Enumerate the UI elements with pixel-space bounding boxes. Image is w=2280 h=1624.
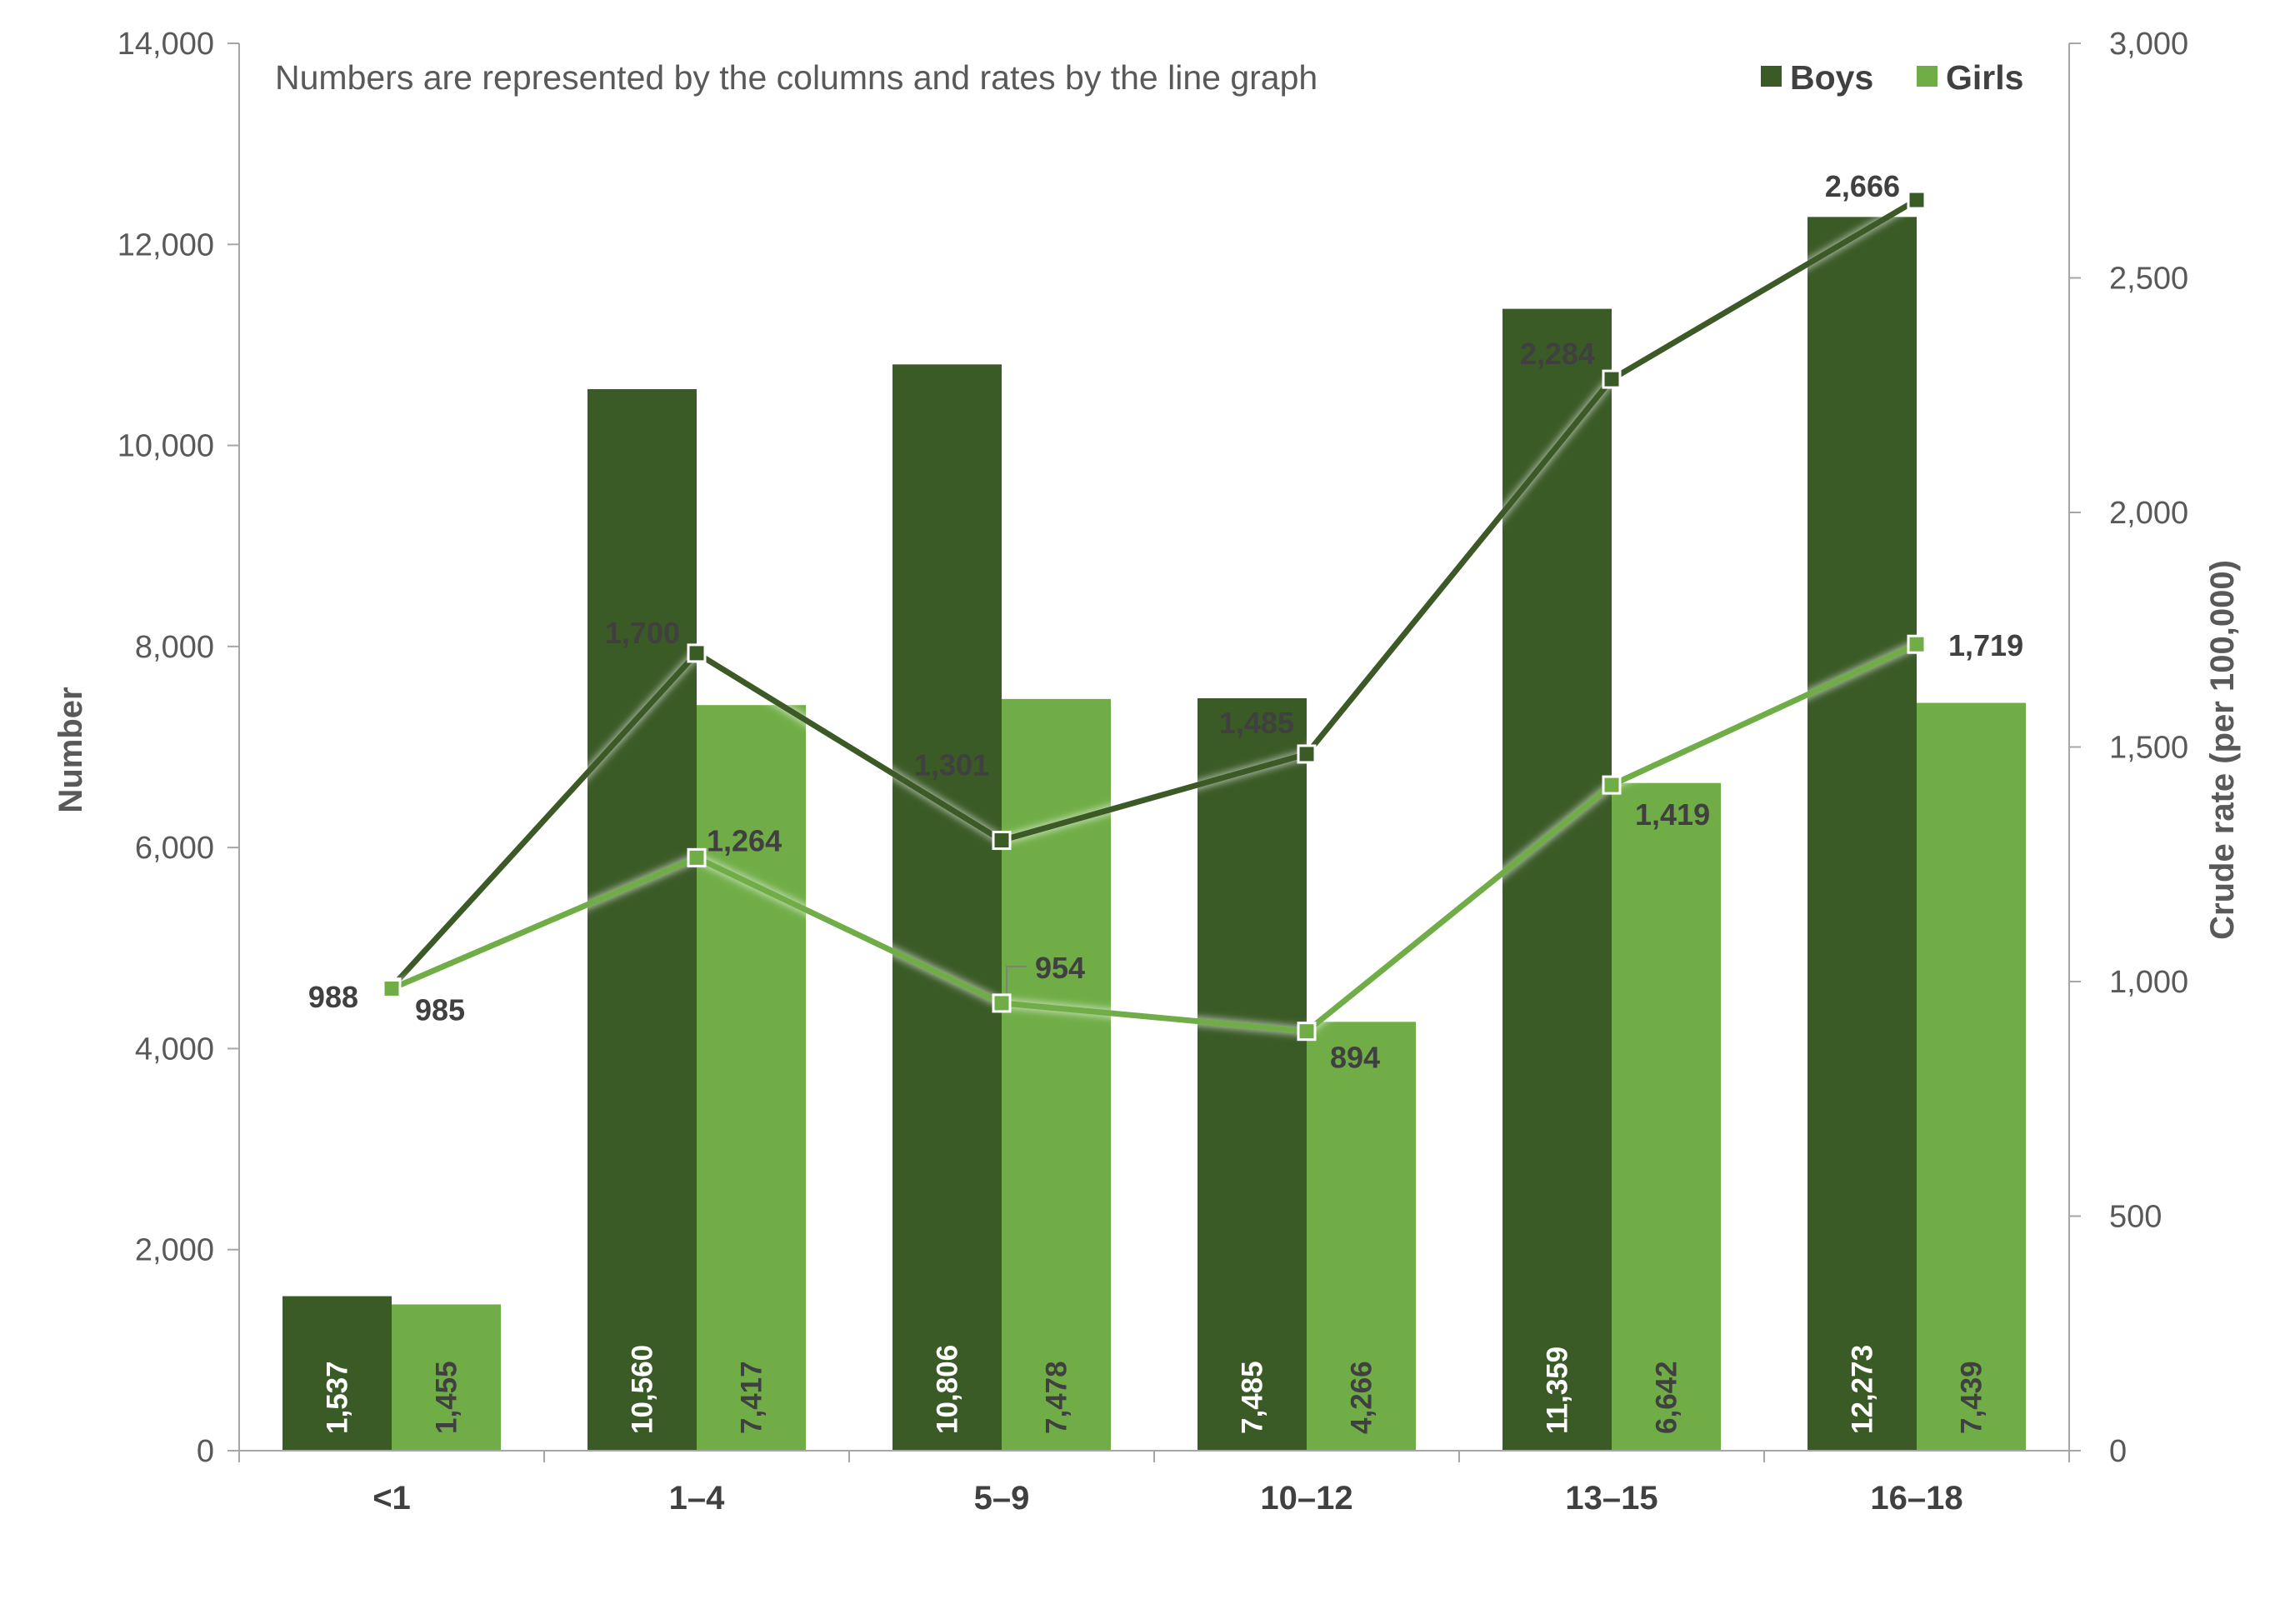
bar-label-girls-0: 1,455 [431, 1361, 463, 1434]
rate-label-girls-2: 954 [1035, 951, 1085, 985]
y-tick-label-7: 14,000 [118, 27, 214, 62]
x-tick-label-0: <1 [372, 1480, 411, 1517]
bar-girls-1 [697, 705, 806, 1451]
bar-label-girls-2: 7,478 [1041, 1361, 1073, 1434]
rate-marker-boys-4 [1602, 369, 1622, 389]
x-tick-label-1: 1–4 [669, 1480, 725, 1517]
bar-girls-0 [392, 1304, 501, 1451]
y-tick-label-2: 4,000 [135, 1032, 214, 1067]
legend-swatch-boys [1761, 66, 1782, 87]
bar-label-girls-4: 6,642 [1651, 1361, 1683, 1434]
bar-boys-1 [588, 389, 697, 1451]
legend-label-boys: Boys [1790, 58, 1873, 97]
legend: Boys Girls [1761, 58, 2023, 97]
y-tick-label-6: 12,000 [118, 227, 214, 262]
y2-tick-label-5: 2,500 [2109, 262, 2188, 297]
bar-label-boys-4: 11,359 [1542, 1347, 1574, 1434]
rate-marker-boys-3 [1297, 744, 1317, 764]
y-tick-label-3: 6,000 [135, 831, 214, 866]
rate-marker-girls-0 [382, 978, 402, 998]
legend-swatch-girls [1917, 66, 1938, 87]
bar-boys-2 [892, 364, 1002, 1452]
lines-layer [382, 190, 1927, 1042]
rate-marker-girls-3 [1297, 1022, 1317, 1042]
rate-marker-boys-2 [992, 831, 1012, 851]
bar-label-boys-2: 10,806 [932, 1345, 964, 1434]
bar-boys-3 [1198, 697, 1307, 1451]
bar-girls-4 [1612, 782, 1721, 1451]
bar-boys-4 [1502, 308, 1612, 1451]
rate-marker-girls-4 [1602, 775, 1622, 795]
rate-label-girls-4: 1,419 [1635, 797, 1710, 832]
labels-layer: 1,537 10,560 10,806 7,485 11,359 12,273 1,455 7… [308, 169, 2023, 1434]
bar-label-boys-5: 12,273 [1847, 1345, 1879, 1434]
bar-boys-5 [1808, 217, 1917, 1451]
y2-tick-label-6: 3,000 [2109, 27, 2188, 62]
y2-tick-label-4: 2,000 [2109, 496, 2188, 531]
y2-tick-label-0: 0 [2109, 1434, 2127, 1469]
x-tick-label-4: 13–15 [1565, 1480, 1658, 1517]
rate-label-boys-4: 2,284 [1520, 337, 1595, 371]
rate-label-girls-1: 1,264 [707, 823, 782, 857]
bar-label-girls-3: 4,266 [1346, 1361, 1378, 1434]
rate-label-boys-3: 1,485 [1219, 706, 1294, 740]
bar-boys-0 [282, 1296, 392, 1451]
y-tick-label-5: 10,000 [118, 429, 214, 464]
y-tick-label-4: 8,000 [135, 630, 214, 665]
legend-label-girls: Girls [1946, 58, 2023, 97]
rate-marker-girls-1 [687, 847, 707, 867]
y2-tick-label-3: 1,500 [2109, 731, 2188, 766]
bar-label-girls-1: 7,417 [736, 1361, 768, 1434]
x-tick-label-5: 16–18 [1870, 1480, 1962, 1517]
rate-line-boys [389, 197, 1918, 990]
y2-tick-label-2: 1,000 [2109, 965, 2188, 1000]
rate-label-girls-0: 985 [415, 992, 465, 1027]
bar-label-boys-1: 10,560 [627, 1345, 659, 1434]
x-tick-label-3: 10–12 [1260, 1480, 1352, 1517]
rate-label-girls-5: 1,719 [1948, 628, 2023, 662]
rate-label-boys-5: 2,666 [1825, 169, 1900, 203]
rate-line-girls [390, 642, 1918, 1035]
y2-axis-title: Crude rate (per 100,000) [2204, 560, 2241, 940]
rate-label-boys-2: 1,301 [914, 748, 989, 782]
bar-girls-5 [1917, 702, 2026, 1451]
bar-label-boys-3: 7,485 [1237, 1361, 1269, 1434]
rate-label-girls-3: 894 [1330, 1041, 1380, 1075]
x-tick-label-2: 5–9 [974, 1480, 1030, 1517]
bar-label-boys-0: 1,537 [322, 1361, 354, 1434]
bar-label-girls-5: 7,439 [1956, 1361, 1988, 1434]
y-tick-label-1: 2,000 [135, 1233, 214, 1268]
y-tick-label-0: 0 [197, 1434, 214, 1469]
rate-marker-girls-2 [992, 993, 1012, 1013]
rate-marker-boys-5 [1907, 190, 1927, 210]
bars-layer [282, 217, 2026, 1452]
rate-marker-girls-5 [1907, 634, 1927, 654]
chart-note: Numbers are represented by the columns a… [275, 58, 1318, 97]
rate-label-leader-girls-2 [1006, 965, 1027, 993]
rate-label-boys-1: 1,700 [605, 616, 680, 650]
y2-tick-label-1: 500 [2109, 1200, 2162, 1235]
rate-marker-boys-1 [687, 643, 707, 663]
rate-label-boys-0: 988 [308, 980, 358, 1014]
axes-layer: 0 2,000 4,000 6,000 8,000 10,000 12,000 14,000 0… [118, 27, 2188, 1517]
y-axis-title: Number [52, 687, 89, 812]
bar-girls-3 [1307, 1022, 1416, 1451]
